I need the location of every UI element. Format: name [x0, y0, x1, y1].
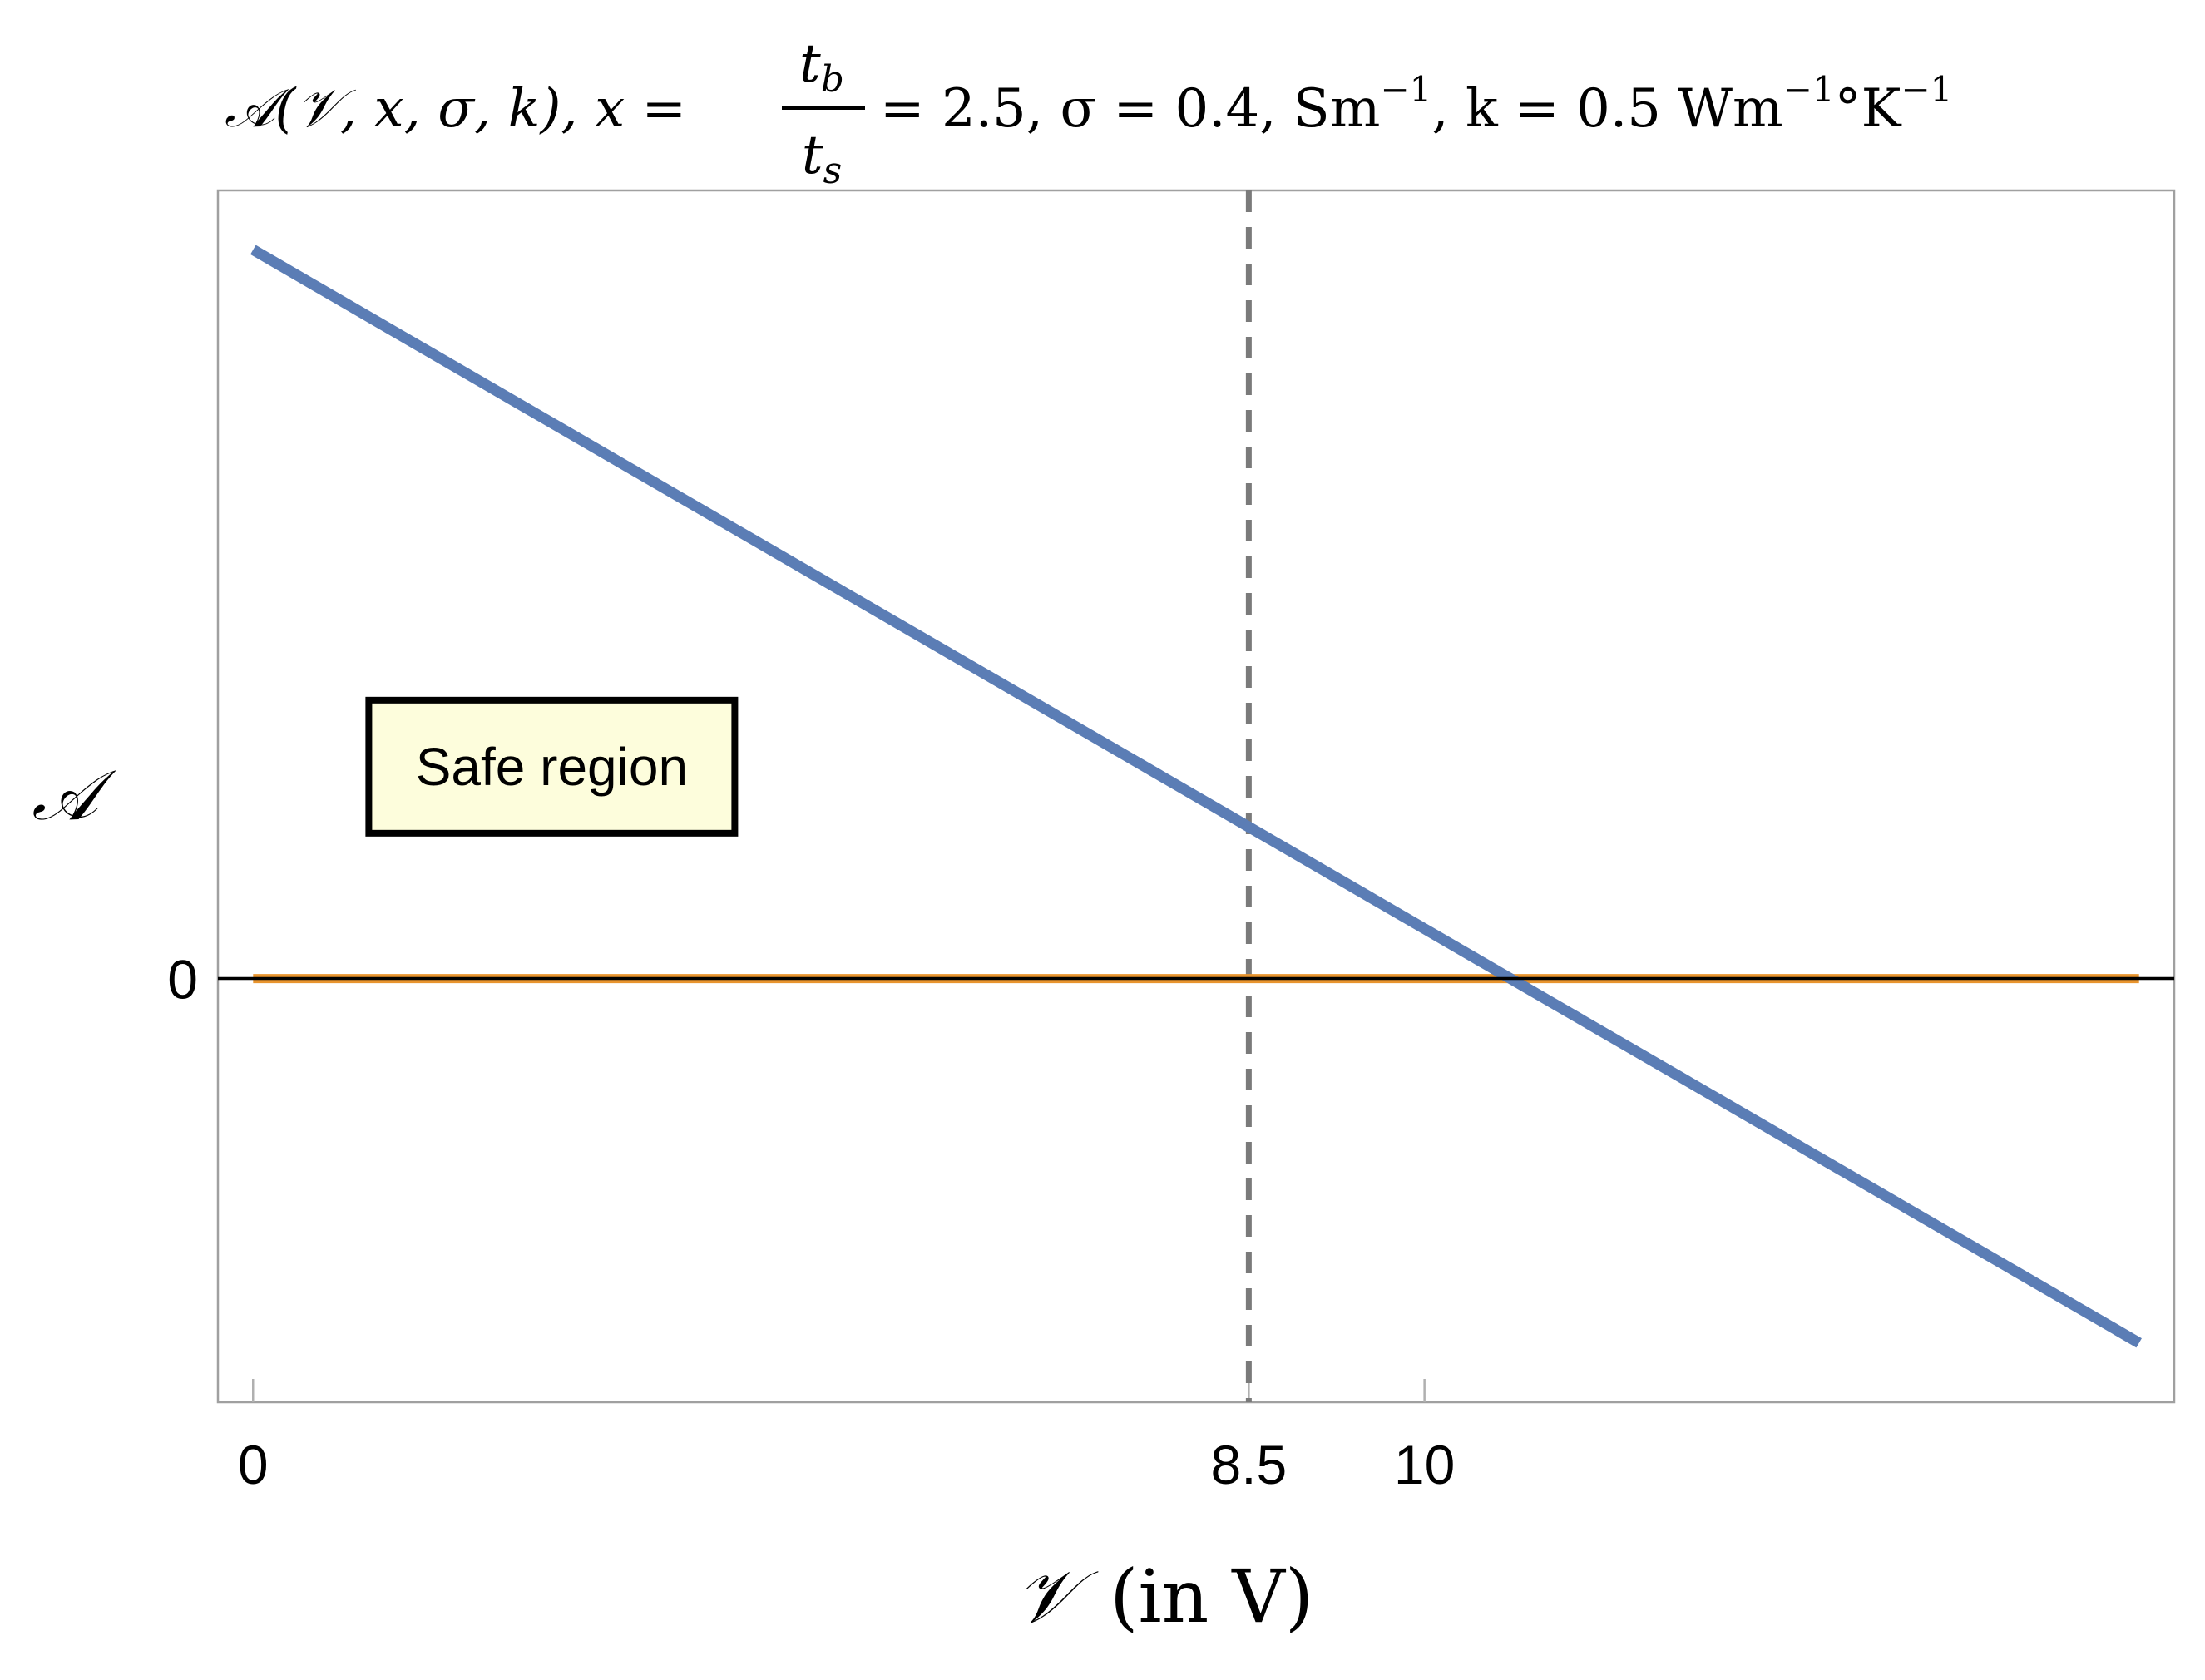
annotations: Safe region: [365, 696, 739, 837]
title-fraction-denominator-base: t: [802, 125, 823, 186]
title-rhs-1-sup: −1: [1380, 69, 1431, 110]
series-line-blue: [250, 245, 2142, 1348]
plot-frame: [216, 189, 2176, 1404]
title-fraction-numerator-base: t: [799, 33, 821, 95]
title-lhs: 𝒜(𝒱, x, σ, k), x =: [225, 78, 686, 140]
chart-title: 𝒜(𝒱, x, σ, k), x = tb ts = 2.5, σ = 0.4,…: [225, 33, 1952, 192]
x-axis-label: 𝒱 (in V): [1016, 1554, 1313, 1639]
x-tick-label: 0: [238, 1434, 269, 1495]
x-tick-label: 8.5: [1211, 1434, 1288, 1495]
title-rhs-2-sup: −1: [1783, 69, 1835, 110]
title-fraction-numerator-sub: b: [821, 58, 844, 101]
title-fraction-denominator-sub: s: [823, 150, 843, 192]
x-axis-ticks: 0 8.5 10: [238, 1379, 1455, 1495]
annotation-text: Safe region: [416, 737, 688, 797]
title-rhs-3: °K: [1835, 78, 1902, 140]
title-rhs-2: , k = 0.5 Wm: [1431, 78, 1782, 140]
title-rhs-1: = 2.5, σ = 0.4, Sm: [880, 78, 1380, 140]
annotation-box: [365, 696, 739, 837]
title-fraction-denominator: ts: [802, 125, 842, 192]
x-tick-label: 10: [1394, 1434, 1455, 1495]
y-axis-ticks: 0: [167, 949, 198, 1010]
title-rhs-3-sup: −1: [1901, 69, 1952, 110]
y-axis-label: 𝒜: [32, 754, 116, 836]
x-axis-label-symbol: 𝒱: [1016, 1554, 1099, 1639]
x-axis-label-unit: (in V): [1110, 1554, 1313, 1639]
y-tick-label: 0: [167, 949, 198, 1010]
title-fraction-numerator: tb: [799, 33, 844, 101]
title-rhs: = 2.5, σ = 0.4, Sm−1, k = 0.5 Wm−1°K−1: [880, 69, 1952, 140]
